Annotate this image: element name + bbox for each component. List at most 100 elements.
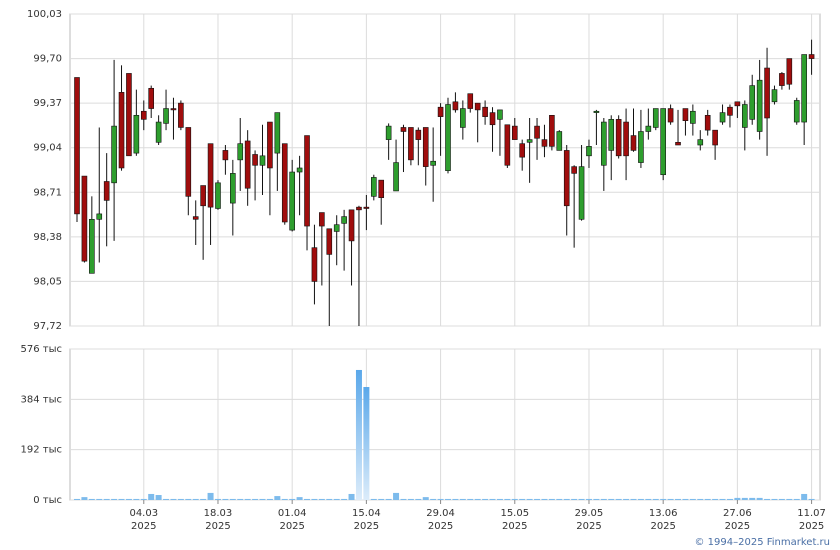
x-tick-label: 2025 <box>205 521 230 532</box>
candle-body <box>675 142 681 146</box>
candle-body <box>244 140 251 189</box>
candle-body <box>741 104 748 128</box>
volume-bar <box>88 498 95 500</box>
volume-bar <box>548 498 555 500</box>
volume-bar <box>615 498 622 500</box>
candle-body <box>563 150 570 207</box>
volume-bar <box>578 498 585 500</box>
volume-bar <box>600 498 607 500</box>
volume-bar <box>697 498 704 500</box>
volume-bar <box>734 497 741 500</box>
candle-body <box>207 143 214 208</box>
candle-body <box>660 108 666 176</box>
volume-bar <box>756 497 763 500</box>
candle-body <box>571 166 577 174</box>
volume-bar <box>534 498 541 500</box>
x-tick-label: 04.03 <box>129 508 158 519</box>
volume-bar <box>274 496 281 500</box>
volume-bar <box>393 492 400 500</box>
volume-bar <box>363 387 370 500</box>
candle-body <box>808 54 815 59</box>
candle-body <box>801 54 807 123</box>
candle-body <box>148 87 154 109</box>
volume-bar <box>778 498 785 500</box>
candle-body <box>623 121 629 157</box>
candle-body <box>81 175 88 262</box>
candle-body <box>489 112 496 126</box>
x-tick-label: 29.05 <box>575 508 604 519</box>
candle-body <box>126 73 132 157</box>
volume-bar <box>74 498 80 500</box>
volume-bar <box>422 497 429 500</box>
volume-bar <box>214 498 221 500</box>
y-tick-label: 99,04 <box>33 143 62 154</box>
candle-body <box>526 139 533 143</box>
volume-bar <box>801 493 808 500</box>
candle-body <box>267 121 273 169</box>
plot-frame <box>69 13 821 327</box>
candle-body <box>601 121 607 166</box>
candle-body <box>385 125 392 140</box>
candle-body <box>608 119 615 151</box>
volume-bar <box>541 498 548 500</box>
volume-bar <box>496 498 503 500</box>
volume-bar <box>370 498 377 500</box>
x-tick-label: 27.06 <box>723 508 752 519</box>
volume-bar <box>482 498 489 500</box>
y-tick-label: 98,71 <box>33 187 62 198</box>
volume-bar <box>333 498 340 500</box>
candle-body <box>482 106 488 117</box>
candle-body <box>779 73 785 86</box>
candle-body <box>764 67 770 119</box>
volume-bar <box>81 497 88 500</box>
candle-body <box>259 155 266 166</box>
volume-bar <box>296 497 303 500</box>
candle-body <box>319 212 325 227</box>
volume-bar <box>704 498 711 500</box>
volume-bar <box>407 498 414 500</box>
candle-body <box>734 101 741 107</box>
x-tick-label: 11.07 <box>797 508 826 519</box>
volume-bar <box>459 498 466 500</box>
volume-bar <box>289 498 296 500</box>
candle-body <box>333 224 340 232</box>
volume-bar <box>519 498 526 500</box>
candle-body <box>541 139 548 147</box>
volume-bar <box>593 498 600 500</box>
candle-body <box>445 104 451 171</box>
candle-body <box>511 125 518 140</box>
y-tick-label: 98,38 <box>33 232 62 243</box>
candle-body <box>230 173 236 204</box>
volume-bar <box>163 498 170 500</box>
candle-body <box>370 177 377 197</box>
volume-bar <box>637 498 644 500</box>
y-tick-label: 0 тыс <box>33 495 62 506</box>
candle-body <box>304 135 310 227</box>
x-tick-label: 2025 <box>428 521 453 532</box>
volume-bar <box>326 498 333 500</box>
candle-body <box>408 127 414 161</box>
candle-body <box>697 139 704 146</box>
volume-bar <box>252 498 259 500</box>
x-tick-label: 2025 <box>279 521 304 532</box>
x-tick-label: 29.04 <box>426 508 455 519</box>
candle-body <box>178 102 184 128</box>
candle-body <box>200 185 206 207</box>
candle-body <box>630 135 637 151</box>
volume-bar <box>771 498 778 500</box>
candle-body <box>474 102 481 111</box>
volume-bar <box>689 498 696 500</box>
candle-body <box>96 213 103 220</box>
y-tick-label: 99,70 <box>33 54 62 65</box>
plot-frame <box>69 348 821 501</box>
x-tick-label: 2025 <box>650 521 675 532</box>
volume-bar <box>177 498 184 500</box>
candle-body <box>111 125 117 184</box>
candle-body <box>793 100 800 123</box>
candle-body <box>712 129 718 146</box>
marks <box>74 39 815 500</box>
y-tick-label: 99,37 <box>33 98 62 109</box>
candle-body <box>89 218 95 274</box>
volume-bar <box>207 492 214 500</box>
volume-bar <box>318 498 325 500</box>
